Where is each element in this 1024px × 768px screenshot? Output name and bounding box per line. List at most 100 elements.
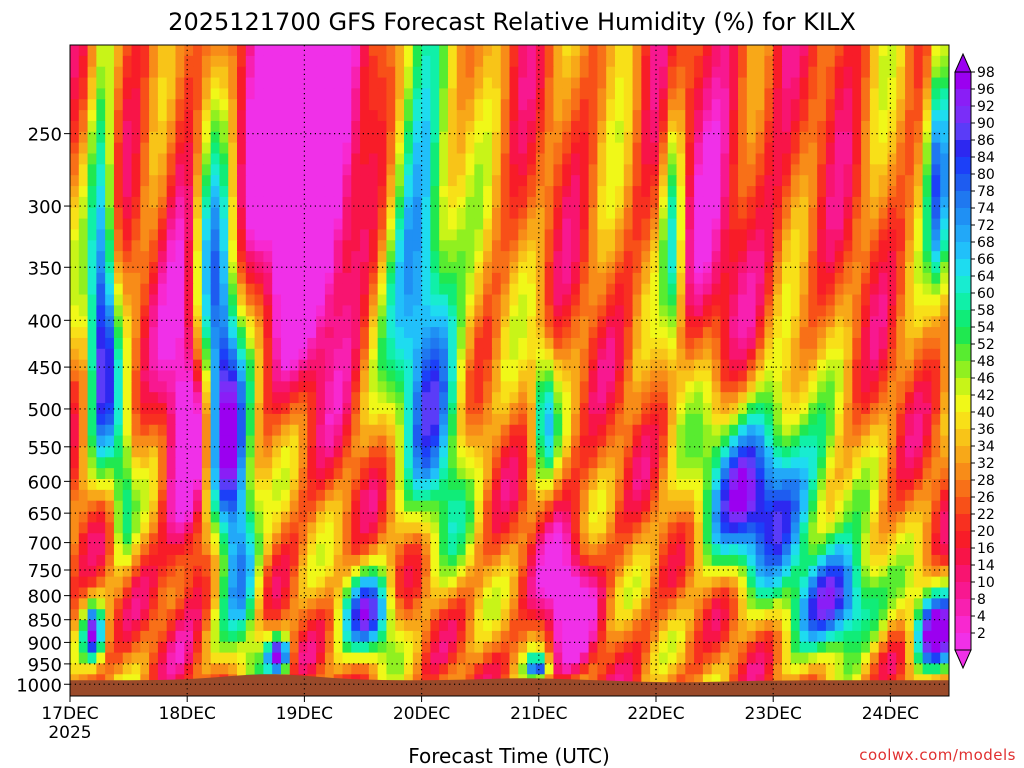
rh-cell xyxy=(412,500,423,513)
rh-cell xyxy=(658,359,669,372)
rh-cell xyxy=(808,175,818,187)
rh-cell xyxy=(825,424,836,437)
rh-cell xyxy=(799,294,809,306)
rh-cell xyxy=(193,77,203,89)
rh-cell xyxy=(254,348,264,361)
rh-cell xyxy=(553,262,563,274)
rh-cell xyxy=(896,435,906,448)
rh-cell xyxy=(571,522,581,534)
rh-cell xyxy=(746,576,757,589)
rh-cell xyxy=(201,522,212,534)
rh-cell xyxy=(289,131,300,144)
rh-cell xyxy=(254,88,264,100)
rh-cell xyxy=(764,77,774,89)
rh-cell xyxy=(307,305,317,317)
rh-cell xyxy=(228,142,238,155)
rh-cell xyxy=(614,55,625,68)
rh-cell xyxy=(412,316,423,328)
rh-cell xyxy=(931,468,941,480)
rh-cell xyxy=(878,446,889,458)
rh-cell xyxy=(667,175,678,187)
rh-cell xyxy=(105,381,115,393)
rh-cell xyxy=(245,283,256,296)
rh-cell xyxy=(597,66,607,79)
rh-cell xyxy=(245,316,256,328)
rh-cell xyxy=(131,153,141,165)
rh-cell xyxy=(544,511,555,523)
rh-cell xyxy=(245,110,256,122)
rh-cell xyxy=(131,468,141,480)
rh-cell xyxy=(931,337,941,350)
rh-cell xyxy=(720,446,730,458)
rh-cell xyxy=(729,327,739,339)
rh-cell xyxy=(395,229,405,241)
rh-cell xyxy=(272,218,282,231)
rh-cell xyxy=(799,337,809,350)
rh-cell xyxy=(316,175,326,187)
rh-cell xyxy=(395,489,405,502)
rh-cell xyxy=(360,348,370,361)
rh-cell xyxy=(869,446,880,458)
rh-cell xyxy=(237,348,247,361)
rh-cell xyxy=(122,413,133,426)
rh-cell xyxy=(588,392,598,404)
rh-cell xyxy=(790,424,801,437)
rh-cell xyxy=(219,348,229,361)
rh-cell xyxy=(738,77,748,89)
rh-cell xyxy=(887,500,897,513)
rh-cell xyxy=(922,327,933,339)
rh-cell xyxy=(650,424,660,437)
rh-cell xyxy=(535,186,546,198)
rh-cell xyxy=(940,316,949,328)
rh-cell xyxy=(131,240,141,252)
rh-cell xyxy=(834,403,845,415)
rh-cell xyxy=(404,131,414,144)
rh-cell xyxy=(263,435,273,448)
rh-cell xyxy=(404,110,414,122)
rh-cell xyxy=(878,99,889,111)
rh-cell xyxy=(781,544,792,556)
rh-cell xyxy=(641,316,651,328)
rh-cell xyxy=(685,348,695,361)
rh-cell xyxy=(544,120,555,133)
rh-cell xyxy=(412,479,423,491)
rh-cell xyxy=(140,120,150,133)
rh-cell xyxy=(333,522,344,534)
rh-cell xyxy=(781,55,792,68)
rh-cell xyxy=(263,99,273,111)
rh-cell xyxy=(184,533,194,545)
rh-cell xyxy=(544,544,555,556)
rh-cell xyxy=(597,392,607,404)
rh-cell xyxy=(641,142,651,155)
rh-cell xyxy=(764,131,774,144)
rh-cell xyxy=(869,207,880,220)
rh-cell xyxy=(685,66,695,79)
rh-cell xyxy=(553,164,563,176)
rh-cell xyxy=(711,196,722,209)
rh-cell xyxy=(219,77,229,89)
rh-cell xyxy=(210,489,221,502)
rh-cell xyxy=(421,240,431,252)
rh-cell xyxy=(447,196,458,209)
rh-cell xyxy=(404,392,414,404)
rh-cell xyxy=(571,370,581,382)
rh-cell xyxy=(404,565,414,578)
rh-cell xyxy=(193,262,203,274)
rh-cell xyxy=(588,142,598,155)
rh-cell xyxy=(658,207,669,220)
rh-cell xyxy=(175,251,185,263)
rh-cell xyxy=(834,88,845,100)
rh-cell xyxy=(667,511,678,523)
rh-cell xyxy=(377,392,388,404)
rh-cell xyxy=(553,316,563,328)
rh-cell xyxy=(140,533,150,545)
rh-cell xyxy=(738,229,748,241)
rh-cell xyxy=(905,479,915,491)
rh-cell xyxy=(623,544,634,556)
rh-cell xyxy=(131,305,141,317)
rh-cell xyxy=(641,88,651,100)
rh-cell xyxy=(166,413,177,426)
rh-cell xyxy=(193,392,203,404)
rh-cell xyxy=(799,533,809,545)
rh-cell xyxy=(175,359,185,372)
